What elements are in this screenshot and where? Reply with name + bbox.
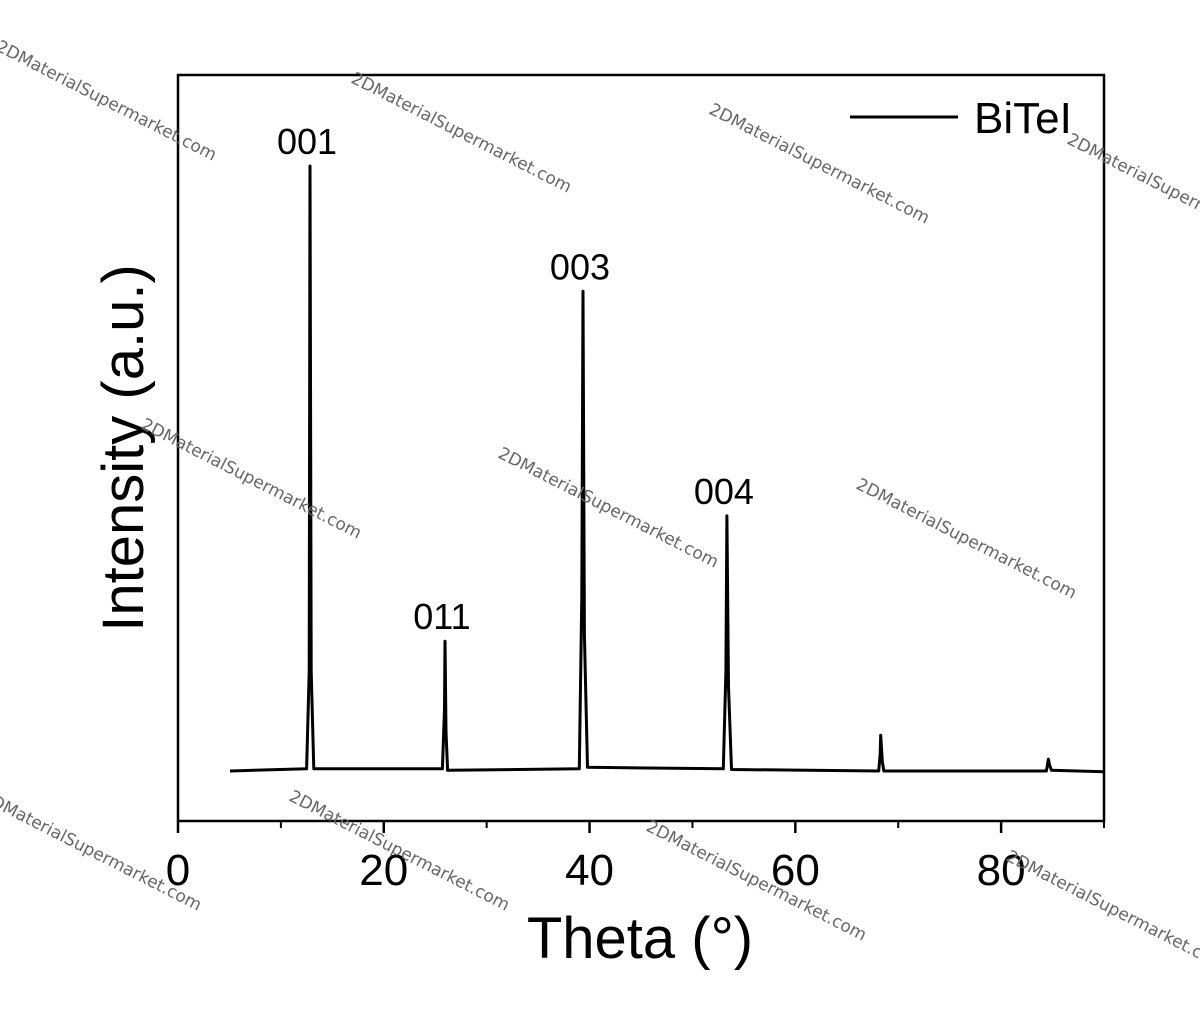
x-tick-label: 80	[977, 846, 1026, 895]
data-line	[229, 164, 1105, 774]
x-axis-label: Theta (°)	[527, 906, 753, 971]
watermark: 2DMaterialSupermarket.com	[1064, 130, 1200, 259]
watermark: 2DMaterialSupermarket.com	[138, 415, 365, 544]
watermark: 2DMaterialSupermarket.com	[853, 475, 1080, 604]
watermark: 2DMaterialSupermarket.com	[348, 69, 575, 198]
watermark: 2DMaterialSupermarket.com	[286, 787, 513, 916]
x-tick-label: 60	[771, 846, 820, 895]
legend-label: BiTeI	[974, 94, 1072, 143]
watermark: 2DMaterialSupermarket.com	[0, 37, 220, 166]
plot-frame	[176, 73, 1106, 823]
x-tick-label: 20	[359, 846, 408, 895]
y-axis-label: Intensity (a.u.)	[91, 264, 156, 631]
peak-label: 003	[550, 246, 610, 287]
watermark: 2DMaterialSupermarket.com	[495, 444, 722, 573]
peak-label: 004	[694, 471, 754, 512]
peak-label: 001	[277, 121, 337, 162]
watermark: 2DMaterialSupermarket.com	[706, 100, 933, 229]
peak-label: 011	[413, 596, 470, 637]
x-tick-label: 40	[565, 846, 614, 895]
x-tick-label: 0	[166, 846, 190, 895]
watermark: 2DMaterialSupermarket.com	[1003, 847, 1200, 976]
